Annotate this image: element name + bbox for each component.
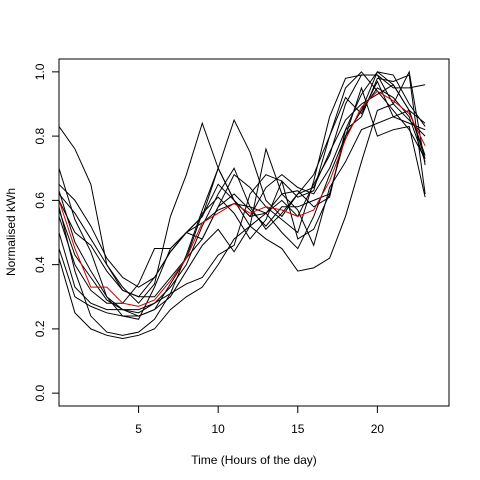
series-line-9 <box>58 74 426 317</box>
x-tick-label: 15 <box>291 422 305 436</box>
x-tick-label: 10 <box>212 422 226 436</box>
series-line-11 <box>58 109 426 336</box>
series-line-7 <box>58 86 426 304</box>
y-tick-label: 1.0 <box>33 63 47 80</box>
series-line-3 <box>58 74 426 288</box>
series-line-12 <box>58 80 426 317</box>
y-tick-label: 0.6 <box>33 192 47 209</box>
x-axis-title: Time (Hours of the day) <box>191 453 317 467</box>
series-line-10 <box>58 70 426 340</box>
y-tick-label: 0.8 <box>33 127 47 144</box>
plot-frame <box>58 58 450 407</box>
x-tick-label: 5 <box>135 422 142 436</box>
y-tick-label: 0.2 <box>33 320 47 337</box>
series-line-average <box>58 90 426 307</box>
y-tick-label: 0.4 <box>33 256 47 273</box>
x-axis: 5 10 15 20 <box>135 406 384 436</box>
y-axis-title: Normalised kWh <box>4 188 18 276</box>
y-tick-label: 0.0 <box>33 384 47 401</box>
x-tick-label: 20 <box>371 422 385 436</box>
y-axis: 0.0 0.2 0.4 0.6 0.8 1.0 <box>33 63 59 401</box>
series-layer <box>58 70 426 340</box>
series-line-5 <box>58 87 426 298</box>
